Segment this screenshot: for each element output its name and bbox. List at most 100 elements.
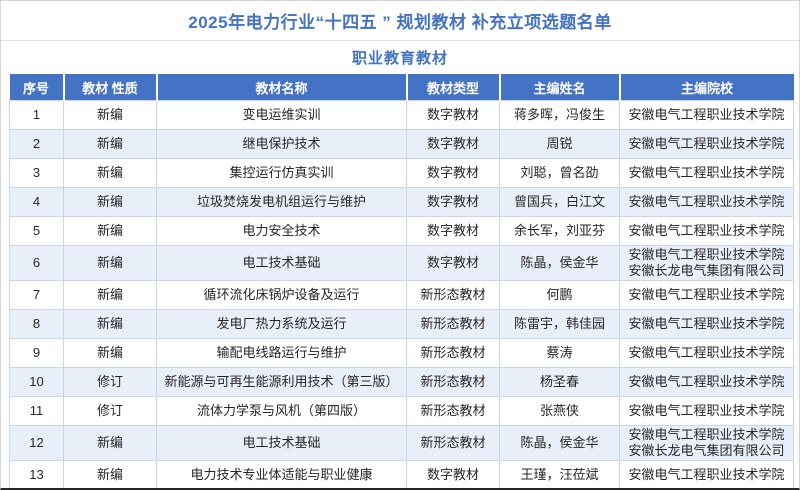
textbook-name-cell: 输配电线路运行与维护 [156, 338, 407, 368]
nature-cell: 新编 [63, 460, 157, 488]
chief-editor-cell: 陈晶，侯金华 [499, 245, 620, 281]
table-row: 11 修订 流体力学泵与风机（第四版） 新形态教材 张燕侠 安徽电气工程职业技术学院 [9, 396, 794, 426]
textbook-name-cell: 电力安全技术 [156, 216, 407, 246]
serial-number-cell: 10 [9, 367, 64, 397]
header-textbook-name: 教材名称 [155, 74, 407, 101]
title-row: 2025年电力行业“十四五 ” 规划教材 补充立项选题名单 [1, 1, 799, 41]
table-row: 4 新编 垃圾焚烧发电机组运行与维护 数字教材 曾国兵，白江文 安徽电气工程职业技术学院 [9, 187, 794, 217]
textbook-name-cell: 变电运维实训 [156, 100, 407, 130]
nature-cell: 新编 [63, 280, 157, 310]
chief-editor-cell: 周锐 [499, 129, 620, 159]
nature-cell: 新编 [63, 129, 157, 159]
nature-cell: 新编 [63, 425, 157, 461]
nature-cell: 新编 [63, 338, 157, 368]
institution-cell: 安徽电气工程职业技术学院 [619, 460, 794, 488]
serial-number-cell: 3 [9, 158, 64, 188]
chief-editor-cell: 刘聪，曾名劭 [499, 158, 620, 188]
serial-number-cell: 2 [9, 129, 64, 159]
institution-cell: 安徽电气工程职业技术学院 [619, 100, 794, 130]
chief-editor-cell: 蔡涛 [499, 338, 620, 368]
textbook-type-cell: 数字教材 [406, 129, 500, 159]
chief-editor-cell: 杨圣春 [499, 367, 620, 397]
table-row: 7 新编 循环流化床锅炉设备及运行 新形态教材 何鹏 安徽电气工程职业技术学院 [9, 280, 794, 310]
textbook-name-cell: 电力技术专业体适能与职业健康 [156, 460, 407, 488]
header-editor-institution: 主编院校 [618, 74, 794, 101]
table-row: 6 新编 电工技术基础 数字教材 陈晶，侯金华 安徽电气工程职业技术学院 安徽长龙电气集团… [9, 245, 794, 281]
chief-editor-cell: 张燕侠 [499, 396, 620, 426]
textbook-name-cell: 电工技术基础 [156, 245, 407, 281]
textbook-type-cell: 新形态教材 [406, 280, 500, 310]
table-row: 9 新编 输配电线路运行与维护 新形态教材 蔡涛 安徽电气工程职业技术学院 [9, 338, 794, 368]
chief-editor-cell: 蒋多晖，冯俊生 [499, 100, 620, 130]
table-row: 12 新编 电工技术基础 新形态教材 陈晶，侯金华 安徽电气工程职业技术学院 安徽长龙电气… [9, 425, 794, 461]
textbook-table: 序号 教材 性质 教材名称 教材类型 主编姓名 主编院校 1 新编 变电运维实训 数字… [9, 74, 794, 488]
table-header-row: 序号 教材 性质 教材名称 教材类型 主编姓名 主编院校 [9, 74, 794, 101]
serial-number-cell: 7 [9, 280, 64, 310]
table-row: 3 新编 集控运行仿真实训 数字教材 刘聪，曾名劭 安徽电气工程职业技术学院 [9, 158, 794, 188]
page-title: 2025年电力行业“十四五 ” 规划教材 补充立项选题名单 [188, 13, 612, 32]
chief-editor-cell: 陈晶，侯金华 [499, 425, 620, 461]
textbook-type-cell: 数字教材 [406, 158, 500, 188]
header-textbook-nature: 教材 性质 [62, 74, 157, 101]
institution-cell: 安徽电气工程职业技术学院 [619, 158, 794, 188]
page-subtitle: 职业教育教材 [351, 50, 448, 67]
institution-cell: 安徽电气工程职业技术学院 安徽长龙电气集团有限公司 [619, 425, 794, 461]
header-textbook-type: 教材类型 [405, 74, 500, 101]
serial-number-cell: 13 [9, 460, 64, 488]
table-body: 1 新编 变电运维实训 数字教材 蒋多晖，冯俊生 安徽电气工程职业技术学院 2 新编 继电保护技… [9, 100, 794, 488]
nature-cell: 修订 [63, 367, 157, 397]
table-row: 13 新编 电力技术专业体适能与职业健康 数字教材 王瑾，汪莅斌 安徽电气工程职业技术学院 [9, 460, 794, 488]
institution-cell: 安徽电气工程职业技术学院 [619, 338, 794, 368]
serial-number-cell: 1 [9, 100, 64, 130]
textbook-type-cell: 新形态教材 [406, 309, 500, 339]
textbook-type-cell: 数字教材 [406, 460, 500, 488]
textbook-name-cell: 电工技术基础 [156, 425, 407, 461]
table-row: 8 新编 发电厂热力系统及运行 新形态教材 陈雷宇，韩佳园 安徽电气工程职业技术学院 [9, 309, 794, 339]
chief-editor-cell: 何鹏 [499, 280, 620, 310]
table-row: 2 新编 继电保护技术 数字教材 周锐 安徽电气工程职业技术学院 [9, 129, 794, 159]
nature-cell: 新编 [63, 216, 157, 246]
nature-cell: 修订 [63, 396, 157, 426]
chief-editor-cell: 陈雷宇，韩佳园 [499, 309, 620, 339]
serial-number-cell: 6 [9, 245, 64, 281]
table-row: 5 新编 电力安全技术 数字教材 余长军，刘亚芬 安徽电气工程职业技术学院 [9, 216, 794, 246]
chief-editor-cell: 余长军，刘亚芬 [499, 216, 620, 246]
textbook-type-cell: 数字教材 [406, 216, 500, 246]
textbook-name-cell: 新能源与可再生能源利用技术（第三版） [156, 367, 407, 397]
serial-number-cell: 12 [9, 425, 64, 461]
institution-cell: 安徽电气工程职业技术学院 [619, 367, 794, 397]
serial-number-cell: 4 [9, 187, 64, 217]
table-row: 10 修订 新能源与可再生能源利用技术（第三版） 新形态教材 杨圣春 安徽电气工程职业技术… [9, 367, 794, 397]
institution-cell: 安徽电气工程职业技术学院 [619, 216, 794, 246]
nature-cell: 新编 [63, 100, 157, 130]
textbook-type-cell: 数字教材 [406, 245, 500, 281]
textbook-type-cell: 数字教材 [406, 187, 500, 217]
chief-editor-cell: 曾国兵，白江文 [499, 187, 620, 217]
serial-number-cell: 11 [9, 396, 64, 426]
institution-cell: 安徽电气工程职业技术学院 [619, 187, 794, 217]
institution-cell: 安徽电气工程职业技术学院 [619, 280, 794, 310]
serial-number-cell: 8 [9, 309, 64, 339]
serial-number-cell: 9 [9, 338, 64, 368]
textbook-type-cell: 新形态教材 [406, 367, 500, 397]
textbook-name-cell: 继电保护技术 [156, 129, 407, 159]
nature-cell: 新编 [63, 245, 157, 281]
textbook-type-cell: 新形态教材 [406, 338, 500, 368]
textbook-name-cell: 循环流化床锅炉设备及运行 [156, 280, 407, 310]
textbook-type-cell: 新形态教材 [406, 425, 500, 461]
textbook-name-cell: 流体力学泵与风机（第四版） [156, 396, 407, 426]
textbook-name-cell: 发电厂热力系统及运行 [156, 309, 407, 339]
institution-cell: 安徽电气工程职业技术学院 [619, 129, 794, 159]
textbook-type-cell: 新形态教材 [406, 396, 500, 426]
institution-cell: 安徽电气工程职业技术学院 [619, 396, 794, 426]
textbook-name-cell: 垃圾焚烧发电机组运行与维护 [156, 187, 407, 217]
textbook-name-cell: 集控运行仿真实训 [156, 158, 407, 188]
textbook-type-cell: 数字教材 [406, 100, 500, 130]
header-chief-editor: 主编姓名 [498, 74, 620, 101]
table-row: 1 新编 变电运维实训 数字教材 蒋多晖，冯俊生 安徽电气工程职业技术学院 [9, 100, 794, 130]
nature-cell: 新编 [63, 309, 157, 339]
serial-number-cell: 5 [9, 216, 64, 246]
chief-editor-cell: 王瑾，汪莅斌 [499, 460, 620, 488]
header-serial-number: 序号 [9, 74, 64, 101]
